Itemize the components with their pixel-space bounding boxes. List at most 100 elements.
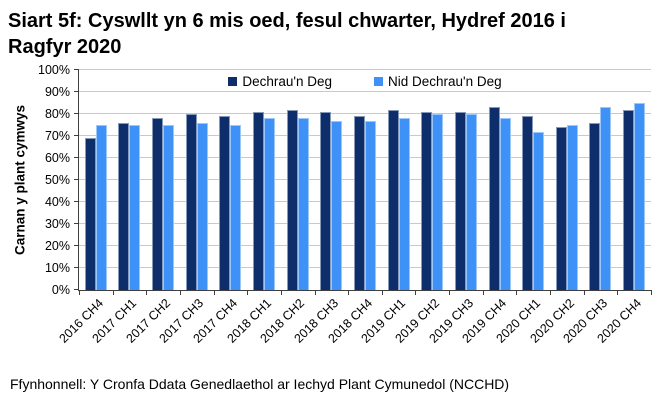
bar-nid-dechraun-deg [297,118,309,290]
bar-group: 2018 CH2 [258,70,315,346]
bar-nid-dechraun-deg [264,118,276,290]
bar-group: 2018 CH3 [292,70,348,346]
bar-chart: Carnan y plant cymwys 0% 10% 20% 30% 40% 50% 6… [8,63,662,346]
bar-group: 2017 CH4 [191,70,248,346]
legend-label: Dechrau'n Deg [242,74,332,89]
bar-dechraun-deg [454,111,466,290]
bar-group: 2018 CH4 [325,70,382,346]
x-axis-tick-mark [146,290,148,295]
bar-group: 2017 CH2 [123,70,180,346]
y-axis-tick-mark [74,91,79,92]
y-axis-tick-mark [74,113,79,114]
x-axis-tick-mark [617,290,619,295]
y-axis-ticks: 0% 10% 20% 30% 40% 50% 60% 70% 80% 90% 100% [32,63,78,297]
bar-group: 2019 CH4 [460,70,517,346]
chart-title: Siart 5f: Cyswllt yn 6 mis oed, fesul ch… [8,10,566,58]
bar-dechraun-deg [185,114,197,290]
gridline [79,69,651,70]
bar-dechraun-deg [353,116,365,290]
bar-dechraun-deg [152,118,164,290]
bar-nid-dechraun-deg [163,125,175,290]
x-axis-tick-mark [516,290,518,295]
x-axis-tick-mark [213,290,215,295]
y-axis-tick-mark [74,69,79,70]
x-axis-tick-mark [112,290,114,295]
bar-dechraun-deg [118,122,130,290]
bar-dechraun-deg [84,138,96,290]
bar-nid-dechraun-deg [499,118,511,290]
y-axis-tick-label: 10% [44,261,70,275]
x-axis-tick-mark [179,290,181,295]
y-axis-tick-mark [74,157,79,158]
bar-dechraun-deg [555,127,567,290]
bar-group: 2020 CH1 [493,70,550,346]
bar-group: 2018 CH1 [224,70,281,346]
x-axis-tick-mark [314,290,316,295]
x-axis-tick-mark [449,290,451,295]
plot-area: Dechrau'n Deg Nid Dechrau'n Deg 2016 CH4 2… [56,69,652,346]
y-axis-tick-mark [74,267,79,268]
gridline [79,113,651,114]
bar-dechraun-deg [387,109,399,290]
y-axis-tick-label: 50% [44,173,70,187]
y-axis-title: Carnan y plant cymwys [8,70,32,290]
x-axis-tick-mark [280,290,282,295]
y-axis-tick-label: 90% [44,85,70,99]
bar-dechraun-deg [589,122,601,290]
gridline [79,91,651,92]
bar-dechraun-deg [286,109,298,290]
bar-dechraun-deg [219,116,231,290]
y-axis-tick-label: 20% [44,239,70,253]
bar-group: 2020 CH3 [561,70,618,346]
x-axis-tick-mark [348,290,350,295]
y-axis-tick-label: 80% [44,107,70,121]
y-axis-tick-mark [74,135,79,136]
legend-swatch-icon [228,77,238,86]
y-axis-tick-mark [74,179,79,180]
bar-group: 2019 CH1 [359,70,416,346]
bar-group: 2019 CH3 [426,70,483,346]
x-axis-tick-mark [482,290,484,295]
bar-dechraun-deg [488,107,500,290]
x-axis-tick-mark [550,290,552,295]
legend-item: Nid Dechrau'n Deg [374,74,502,89]
y-axis-tick-mark [74,201,79,202]
bar-nid-dechraun-deg [533,131,545,290]
bar-nid-dechraun-deg [398,118,410,290]
legend-swatch-icon [374,77,383,86]
chart-page: Siart 5f: Cyswllt yn 6 mis oed, fesul ch… [8,10,662,392]
bar-nid-dechraun-deg [566,125,578,290]
bar-group: 2020 CH4 [594,70,651,346]
bar-dechraun-deg [421,111,433,290]
bar-nid-dechraun-deg [600,107,612,290]
bar-group: 2020 CH2 [527,70,584,346]
bar-nid-dechraun-deg [230,125,242,290]
bar-group: 2017 CH1 [90,70,147,346]
y-axis-tick-label: 30% [44,217,70,231]
bar-nid-dechraun-deg [432,114,444,290]
bar-nid-dechraun-deg [634,103,646,290]
bar-group: 2017 CH3 [157,70,214,346]
y-axis-tick-label: 100% [38,63,70,77]
y-axis-tick-mark [74,245,79,246]
x-axis-tick-mark [415,290,417,295]
bar-nid-dechraun-deg [331,120,343,290]
x-axis-tick-mark [79,290,80,295]
y-axis-tick-mark [74,223,79,224]
x-axis-tick-mark [381,290,383,295]
x-axis-tick-mark [651,290,652,295]
bar-group: 2019 CH2 [392,70,449,346]
legend-item: Dechrau'n Deg [228,74,332,89]
x-axis-tick-mark [247,290,249,295]
bar-nid-dechraun-deg [364,120,376,290]
bar-dechraun-deg [320,111,332,290]
y-axis-tick-label: 60% [44,151,70,165]
y-axis-tick-label: 70% [44,129,70,143]
y-axis-tick-label: 0% [51,283,70,297]
legend-label: Nid Dechrau'n Deg [388,74,502,89]
bar-nid-dechraun-deg [465,114,477,290]
bar-groups: 2016 CH4 2017 CH1 2017 CH2 2017 CH3 2017 CH4… [56,70,651,346]
y-axis-tick-label: 40% [44,195,70,209]
bar-dechraun-deg [253,111,265,290]
bar-group: 2016 CH4 [56,70,113,346]
